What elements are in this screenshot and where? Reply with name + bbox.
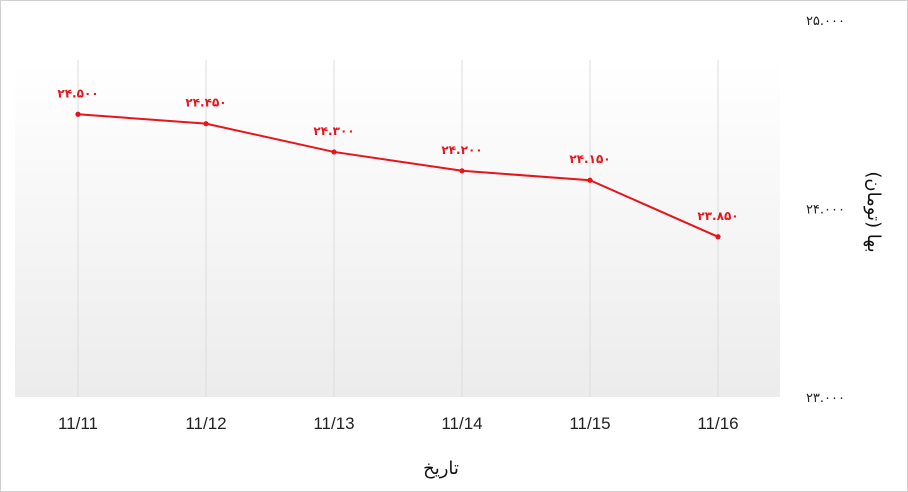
- data-label: ۲۴.۵۰۰: [57, 86, 98, 100]
- x-tick-label: 11/13: [313, 414, 354, 433]
- data-point: [331, 149, 337, 155]
- y-axis-ticks: ۲۵.۰۰۰ ۲۴.۰۰۰ ۲۳.۰۰۰: [806, 14, 845, 406]
- data-label: ۲۳.۸۵۰: [697, 209, 738, 223]
- x-tick-label: 11/16: [697, 414, 738, 433]
- data-label: ۲۴.۳۰۰: [313, 124, 354, 138]
- y-tick-label: ۲۳.۰۰۰: [806, 391, 845, 406]
- x-tick-label: 11/11: [58, 414, 98, 433]
- data-point: [587, 177, 593, 183]
- data-point: [203, 121, 209, 127]
- data-label: ۲۴.۱۵۰: [569, 152, 610, 166]
- data-label: ۲۴.۴۵۰: [185, 96, 226, 110]
- data-point: [715, 234, 721, 240]
- y-tick-label: ۲۴.۰۰۰: [806, 203, 845, 218]
- x-tick-label: 11/15: [569, 414, 610, 433]
- data-point: [75, 111, 81, 117]
- x-axis-title: تاریخ: [423, 458, 459, 479]
- series-line-group: [77, 113, 719, 238]
- grid: [77, 60, 719, 397]
- x-tick-label: 11/14: [441, 414, 482, 433]
- series-line: [77, 113, 719, 238]
- y-axis-title: بها (تومان): [863, 171, 884, 252]
- y-tick-label: ۲۵.۰۰۰: [806, 14, 845, 29]
- x-axis-ticks: 11/11 11/12 11/13 11/14 11/15 11/16: [58, 414, 739, 433]
- data-points: [75, 111, 721, 240]
- data-label: ۲۴.۲۰۰: [441, 143, 482, 157]
- plot-area: [15, 60, 780, 397]
- data-labels: ۲۴.۵۰۰ ۲۴.۴۵۰ ۲۴.۳۰۰ ۲۴.۲۰۰ ۲۴.۱۵۰ ۲۳.۸۵۰: [57, 86, 738, 223]
- x-tick-label: 11/12: [185, 414, 226, 433]
- data-point: [459, 168, 465, 174]
